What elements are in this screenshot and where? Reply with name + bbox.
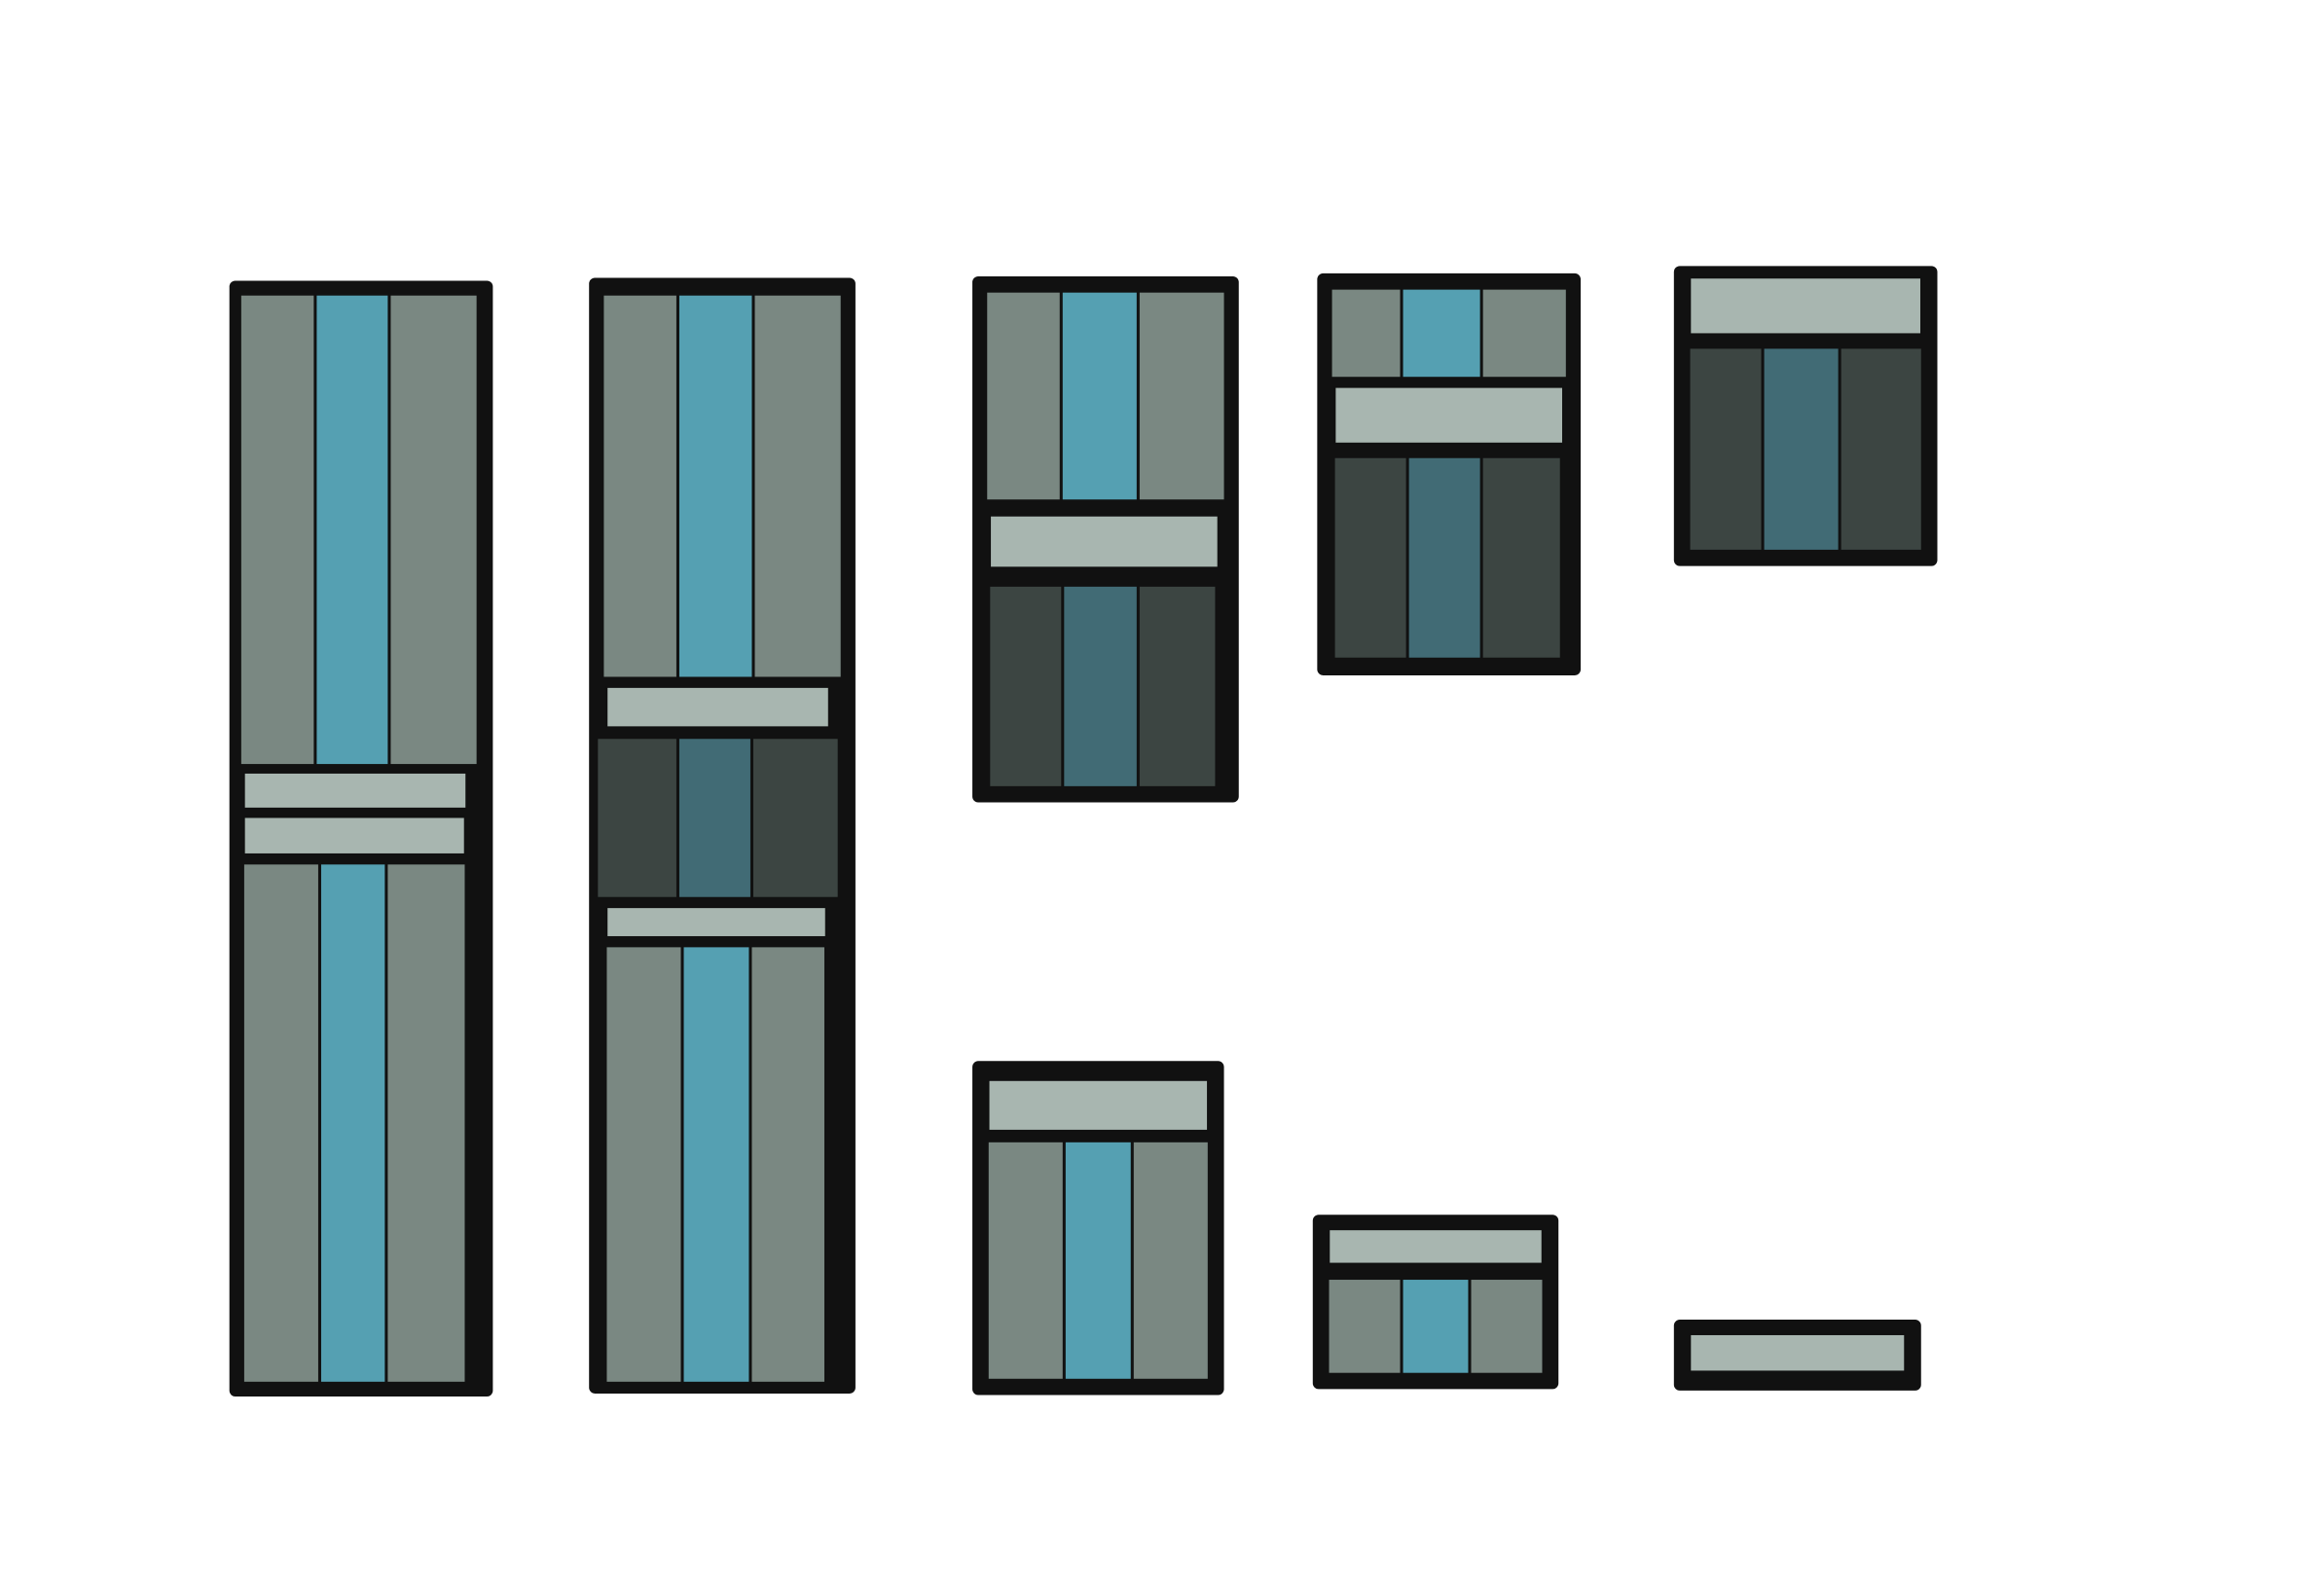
wall-column: [240, 295, 314, 765]
glass-column: [1064, 586, 1137, 786]
wall-column: [243, 864, 318, 1382]
glass-column: [1062, 292, 1137, 500]
wall-column: [1482, 457, 1560, 658]
wall-column: [752, 739, 838, 897]
wall-column: [1334, 457, 1406, 658]
tile-piece: [1312, 1215, 1559, 1390]
light-band: [1689, 1333, 1906, 1372]
wall-column: [754, 295, 841, 677]
glass-column: [678, 739, 750, 897]
light-band: [605, 906, 827, 938]
light-band: [988, 1079, 1209, 1132]
tile-piece: [972, 275, 1239, 803]
glass-column: [1403, 1280, 1469, 1373]
wall-column: [390, 295, 477, 765]
glass-column: [320, 864, 385, 1382]
tile-piece: [1673, 266, 1938, 566]
wall-column: [387, 864, 465, 1382]
tile-piece: [1317, 272, 1582, 675]
wall-column: [603, 295, 676, 677]
wall-column: [1139, 586, 1216, 786]
glass-column: [316, 295, 388, 765]
glass-column: [678, 295, 752, 677]
tile-piece: [229, 280, 493, 1396]
wall-column: [1329, 1280, 1401, 1373]
tile-piece: [589, 277, 856, 1394]
light-band: [1333, 386, 1564, 445]
wall-column: [1139, 292, 1224, 500]
wall-column: [988, 1142, 1063, 1379]
wall-column: [751, 947, 824, 1382]
light-band: [243, 772, 467, 810]
wall-column: [987, 292, 1060, 500]
wall-column: [1841, 348, 1921, 550]
wall-column: [606, 947, 681, 1382]
tile-piece: [972, 1061, 1224, 1396]
glass-column: [1764, 348, 1839, 550]
light-band: [989, 515, 1220, 568]
light-band: [243, 816, 466, 855]
glass-column: [683, 947, 749, 1382]
wall-column: [990, 586, 1062, 786]
glass-column: [1065, 1142, 1131, 1379]
glass-column: [1408, 457, 1480, 658]
wall-column: [598, 739, 676, 897]
wall-column: [1331, 289, 1401, 378]
wall-column: [1482, 289, 1566, 378]
wall-column: [1471, 1280, 1543, 1373]
light-band: [1689, 276, 1922, 335]
light-band: [1328, 1228, 1544, 1265]
tile-piece: [1673, 1320, 1921, 1391]
glass-column: [1403, 289, 1480, 378]
wall-column: [1133, 1142, 1208, 1379]
light-band: [605, 686, 830, 728]
wall-column: [1690, 348, 1762, 550]
